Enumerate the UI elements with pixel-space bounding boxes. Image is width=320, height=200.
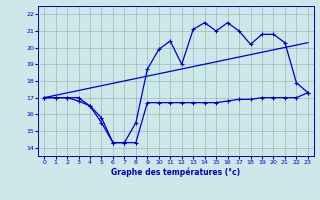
X-axis label: Graphe des températures (°c): Graphe des températures (°c) xyxy=(111,168,241,177)
